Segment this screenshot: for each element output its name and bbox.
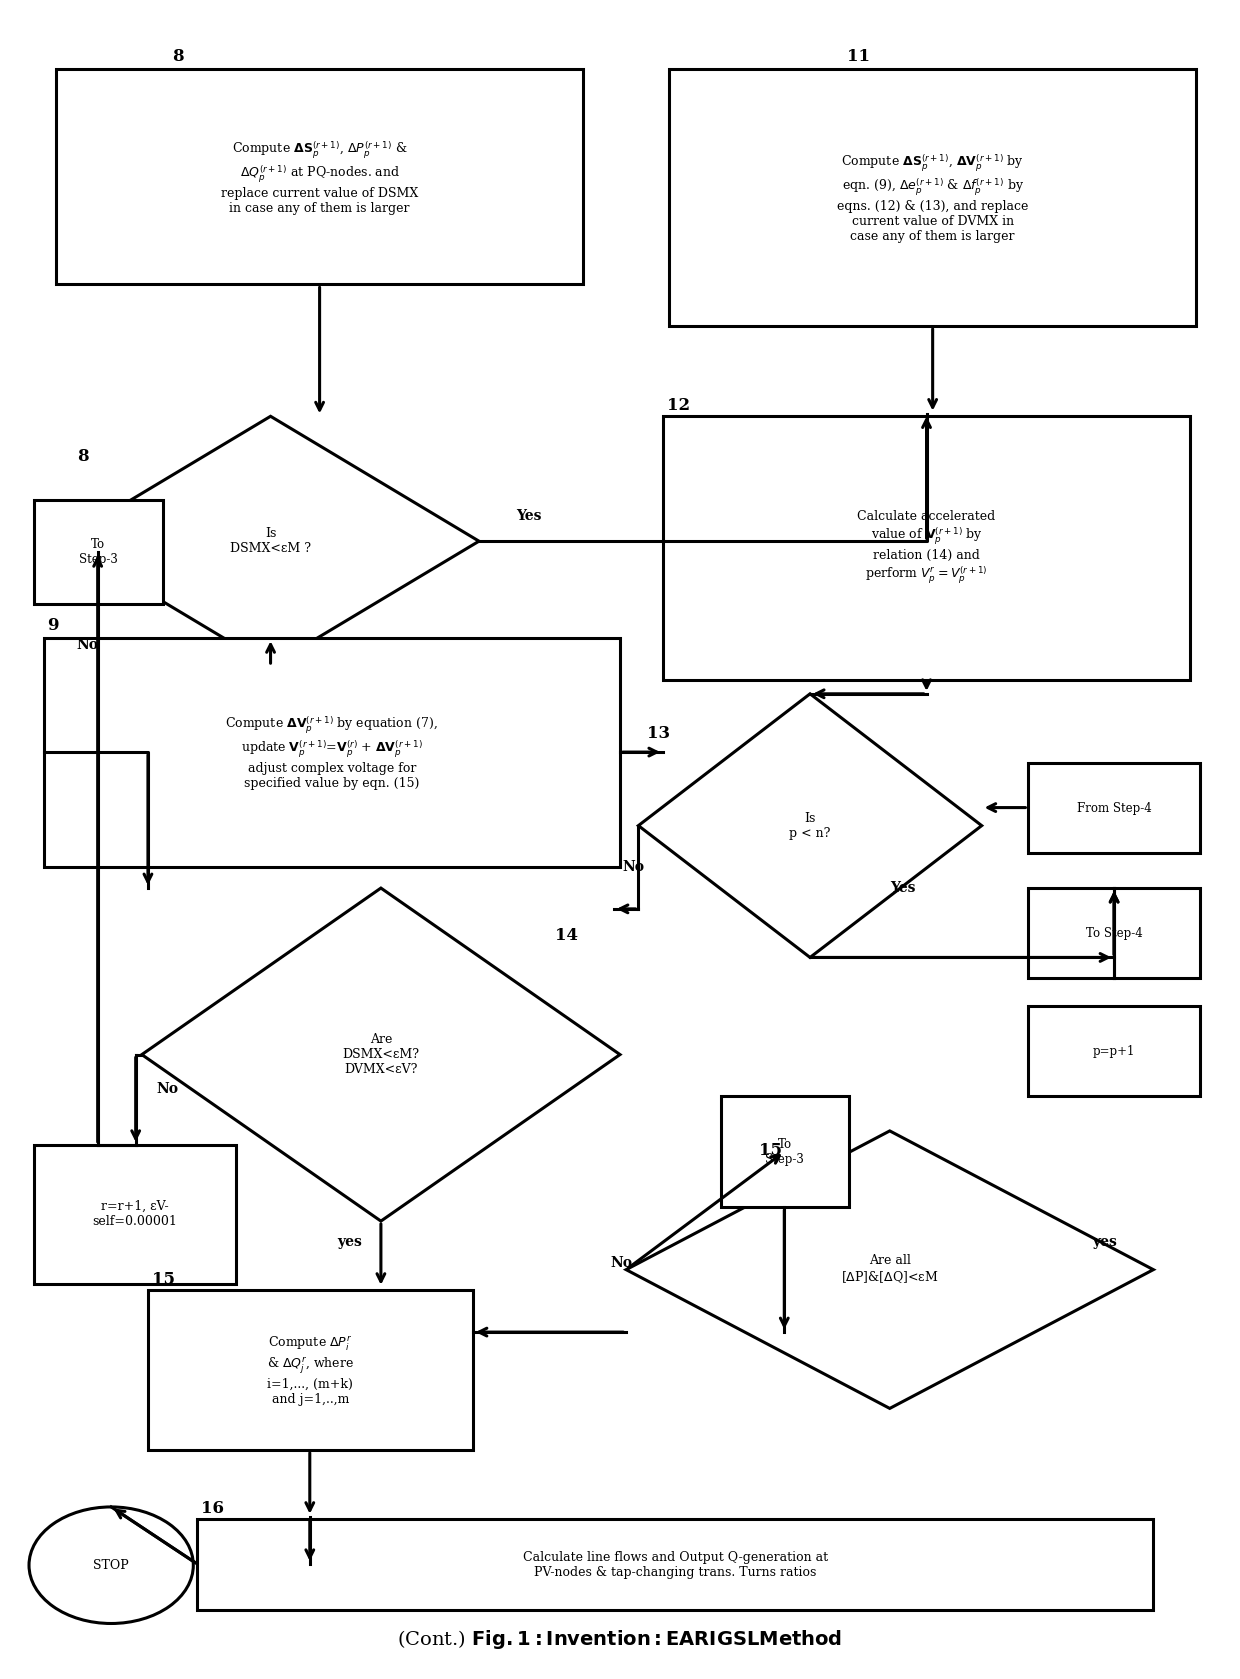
Text: No: No [77, 638, 99, 651]
Text: Calculate accelerated
value of $\mathbf{V}_p^{(r+1)}$ by
relation (14) and
perfo: Calculate accelerated value of $\mathbf{… [857, 510, 996, 586]
Text: 9: 9 [47, 618, 60, 635]
FancyBboxPatch shape [197, 1519, 1153, 1610]
Text: Yes: Yes [516, 509, 542, 524]
Polygon shape [141, 888, 620, 1221]
FancyBboxPatch shape [670, 69, 1197, 326]
Polygon shape [62, 416, 479, 667]
Text: From Step-4: From Step-4 [1076, 803, 1152, 814]
FancyBboxPatch shape [1028, 1006, 1200, 1096]
Text: To Step-4: To Step-4 [1086, 927, 1142, 940]
Text: 16: 16 [201, 1499, 223, 1516]
Text: 8: 8 [77, 448, 88, 465]
FancyBboxPatch shape [148, 1291, 472, 1451]
Text: 13: 13 [647, 725, 670, 742]
Text: 8: 8 [172, 49, 184, 65]
Text: 14: 14 [556, 927, 578, 944]
Text: 12: 12 [667, 396, 689, 413]
FancyBboxPatch shape [33, 1145, 237, 1283]
Text: 15: 15 [759, 1142, 781, 1159]
Text: Are
DSMX<εM?
DVMX<εV?: Are DSMX<εM? DVMX<εV? [342, 1033, 419, 1076]
Text: Compute $\mathbf{\Delta V}_p^{(r+1)}$ by equation (7),
update $\mathbf{V}_p^{(r+: Compute $\mathbf{\Delta V}_p^{(r+1)}$ by… [226, 715, 438, 791]
Text: 11: 11 [847, 49, 869, 65]
Polygon shape [626, 1132, 1153, 1409]
Text: p=p+1: p=p+1 [1092, 1044, 1136, 1058]
FancyBboxPatch shape [720, 1096, 849, 1207]
Text: Compute $\mathbf{\Delta S}_p^{(r+1)}$, $\mathbf{\Delta V}_p^{(r+1)}$ by
eqn. (9): Compute $\mathbf{\Delta S}_p^{(r+1)}$, $… [837, 153, 1028, 243]
Text: STOP: STOP [93, 1558, 129, 1572]
Text: To
Step-3: To Step-3 [79, 537, 118, 566]
Text: No: No [610, 1256, 632, 1269]
Text: Compute $\mathbf{\Delta S}_p^{(r+1)}$, $\Delta P_p^{(r+1)}$ &
$\Delta Q_p^{(r+1): Compute $\mathbf{\Delta S}_p^{(r+1)}$, $… [221, 139, 418, 215]
FancyBboxPatch shape [1028, 888, 1200, 979]
Text: No: No [622, 860, 645, 875]
Text: Compute $\Delta P_i^r$
& $\Delta Q_j^r$, where
i=1,..., (m+k)
and j=1,..,m: Compute $\Delta P_i^r$ & $\Delta Q_j^r$,… [267, 1335, 353, 1405]
Text: Are all
[$\Delta$P]&[$\Delta$Q]<εM: Are all [$\Delta$P]&[$\Delta$Q]<εM [841, 1254, 939, 1284]
FancyBboxPatch shape [33, 500, 162, 604]
FancyBboxPatch shape [56, 69, 583, 284]
Text: (Cont.) $\mathbf{Fig.1: Invention: EARIGSL Method}$: (Cont.) $\mathbf{Fig.1: Invention: EARIG… [398, 1629, 842, 1650]
Text: Yes: Yes [890, 881, 915, 895]
Text: r=r+1, εV-
self=0.00001: r=r+1, εV- self=0.00001 [93, 1200, 177, 1227]
Text: Calculate line flows and Output Q-generation at
PV-nodes & tap-changing trans. T: Calculate line flows and Output Q-genera… [522, 1550, 828, 1578]
Ellipse shape [29, 1508, 193, 1624]
Text: No: No [156, 1083, 179, 1096]
Text: yes: yes [337, 1236, 362, 1249]
Text: 15: 15 [151, 1271, 175, 1288]
FancyBboxPatch shape [43, 638, 620, 868]
FancyBboxPatch shape [663, 416, 1190, 680]
Polygon shape [639, 693, 982, 957]
Text: Is
DSMX<εM ?: Is DSMX<εM ? [231, 527, 311, 556]
Text: Is
p < n?: Is p < n? [790, 811, 831, 840]
FancyBboxPatch shape [1028, 764, 1200, 853]
Text: yes: yes [1092, 1234, 1117, 1249]
Text: To
Step-3: To Step-3 [765, 1138, 805, 1165]
